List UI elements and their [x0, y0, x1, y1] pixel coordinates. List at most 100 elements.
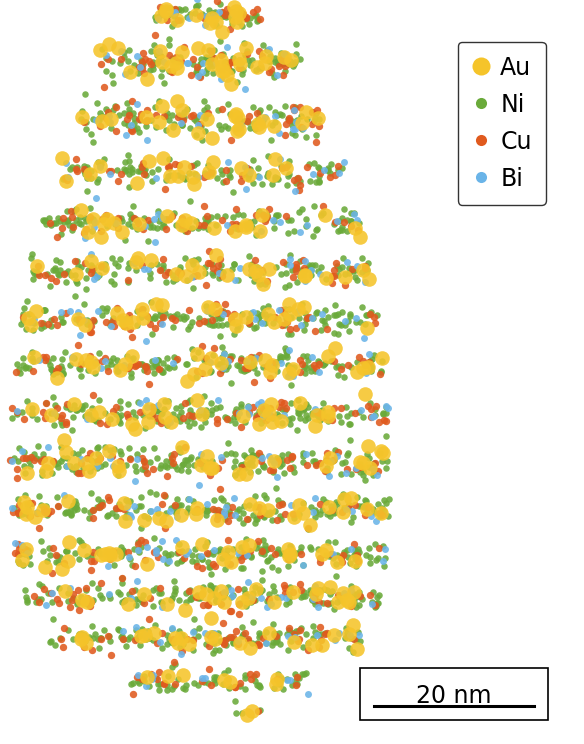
- Point: [237, 620, 246, 632]
- Point: [274, 304, 283, 316]
- Point: [312, 408, 322, 420]
- Point: [256, 275, 265, 286]
- Point: [159, 677, 169, 689]
- Point: [240, 627, 249, 639]
- Point: [141, 169, 151, 181]
- Point: [201, 10, 211, 22]
- Point: [182, 274, 192, 286]
- Point: [88, 546, 98, 558]
- Point: [272, 408, 281, 420]
- Point: [162, 14, 172, 26]
- Point: [349, 588, 359, 600]
- Point: [175, 109, 184, 121]
- Point: [295, 185, 304, 196]
- Point: [339, 493, 349, 505]
- Point: [259, 362, 268, 373]
- Point: [273, 173, 283, 185]
- Point: [172, 308, 182, 320]
- Point: [296, 179, 305, 190]
- Point: [234, 54, 244, 66]
- Point: [176, 55, 186, 67]
- Point: [22, 395, 32, 407]
- Point: [63, 594, 72, 606]
- Point: [93, 176, 102, 187]
- Point: [339, 488, 348, 500]
- Point: [360, 260, 370, 272]
- Point: [262, 170, 272, 182]
- Point: [79, 160, 88, 172]
- Point: [230, 313, 239, 325]
- Point: [162, 361, 172, 373]
- Point: [32, 596, 41, 608]
- Point: [130, 360, 140, 372]
- Point: [127, 167, 137, 179]
- Point: [284, 367, 294, 379]
- Point: [201, 589, 210, 600]
- Point: [28, 352, 37, 364]
- Point: [237, 175, 246, 187]
- Point: [228, 589, 237, 601]
- Point: [177, 545, 186, 557]
- Point: [40, 304, 49, 315]
- Point: [231, 708, 241, 719]
- Point: [266, 597, 276, 609]
- Point: [232, 16, 241, 28]
- Point: [189, 410, 198, 422]
- Point: [72, 597, 81, 609]
- Point: [204, 315, 213, 327]
- Point: [155, 55, 164, 67]
- Point: [155, 636, 165, 648]
- Point: [50, 399, 60, 411]
- Point: [228, 18, 237, 30]
- Point: [8, 412, 17, 424]
- Point: [381, 415, 391, 427]
- Point: [192, 111, 201, 123]
- Point: [84, 513, 93, 525]
- Point: [231, 4, 241, 16]
- Point: [322, 164, 332, 176]
- Point: [242, 115, 252, 127]
- Point: [273, 673, 282, 685]
- Point: [252, 107, 262, 119]
- Point: [226, 65, 235, 77]
- Point: [73, 165, 82, 177]
- Point: [283, 227, 293, 239]
- Point: [234, 122, 244, 134]
- Point: [280, 319, 290, 331]
- Point: [145, 272, 155, 283]
- Point: [365, 307, 374, 319]
- Point: [159, 312, 168, 324]
- Point: [134, 629, 144, 641]
- Point: [207, 166, 216, 178]
- Point: [178, 119, 187, 131]
- Point: [88, 512, 98, 524]
- Point: [182, 225, 192, 237]
- Point: [317, 634, 326, 646]
- Point: [237, 364, 246, 376]
- Point: [54, 269, 64, 281]
- Point: [78, 594, 87, 606]
- Point: [166, 65, 176, 77]
- Point: [210, 627, 219, 639]
- Point: [125, 452, 134, 464]
- Point: [178, 541, 187, 553]
- Point: [236, 638, 245, 650]
- Point: [274, 627, 283, 639]
- Point: [269, 71, 278, 83]
- Point: [322, 323, 332, 335]
- Point: [132, 448, 141, 460]
- Point: [243, 173, 252, 185]
- Point: [151, 173, 160, 185]
- Point: [198, 672, 207, 684]
- Point: [79, 544, 88, 556]
- Point: [270, 56, 279, 68]
- Point: [368, 503, 377, 515]
- Point: [205, 366, 214, 378]
- Point: [171, 315, 180, 327]
- Point: [43, 507, 52, 519]
- Point: [150, 30, 159, 42]
- Point: [39, 304, 48, 316]
- Point: [52, 593, 61, 605]
- Point: [157, 221, 166, 233]
- Point: [258, 266, 267, 278]
